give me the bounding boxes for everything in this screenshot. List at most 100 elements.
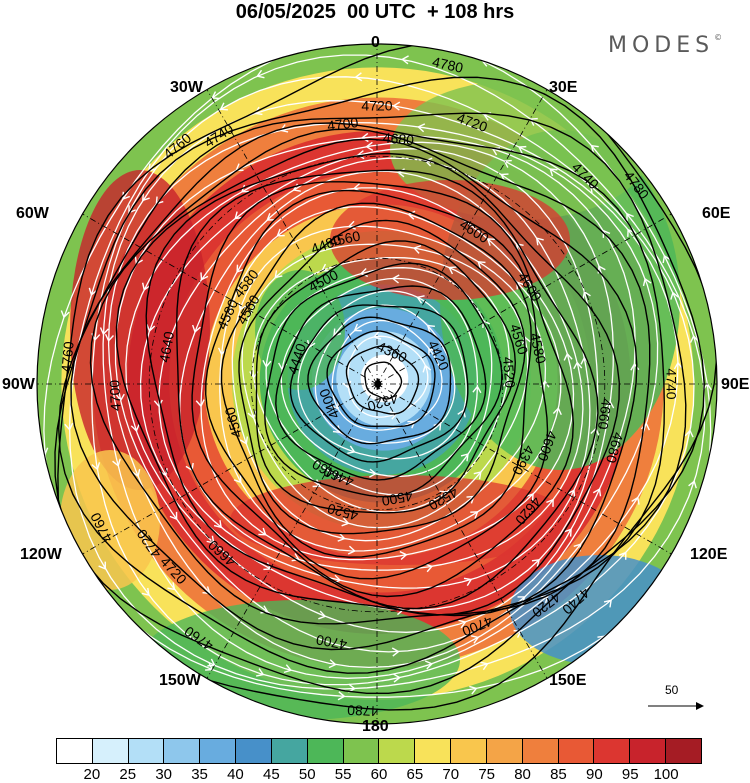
colorbar-cell-1: [92, 739, 129, 763]
streamline-arrow-icon: [392, 101, 401, 111]
streamline-arrow-icon: [372, 330, 382, 340]
streamline: [265, 267, 493, 496]
streamline-arrow-icon: [347, 445, 356, 455]
streamline: [252, 256, 510, 513]
streamline-arrow-icon: [91, 462, 101, 471]
streamline-arrow-icon: [99, 327, 109, 336]
colorbar-tick-label: 75: [478, 766, 495, 783]
streamline-arrow-icon: [531, 558, 541, 567]
lon-label-150w: 150W: [159, 672, 201, 689]
streamline-arrow-icon: [412, 244, 422, 254]
meridian-120: [376, 383, 672, 555]
contour-4420: [307, 316, 452, 445]
contour-4720: [70, 122, 666, 651]
streamline-arrow-icon: [115, 393, 125, 402]
streamline-arrow-icon: [146, 324, 156, 333]
streamline-arrow-icon: [424, 563, 434, 573]
lon-label-90e: 90E: [721, 376, 750, 393]
colorbar-tick-label: 25: [119, 766, 137, 783]
streamline-arrow-icon: [618, 551, 627, 560]
contour-4440: [289, 304, 469, 463]
streamline-arrow-icon: [369, 468, 377, 478]
colorbar-tick-label: 45: [262, 766, 280, 783]
colorbar-cell-4: [200, 739, 237, 763]
streamline-arrow-icon: [689, 334, 699, 343]
streamline-arrow-icon: [213, 520, 222, 529]
streamline-arrow-icon: [337, 532, 346, 542]
streamline-arrow-icon: [341, 517, 350, 527]
streamline-arrow-icon: [515, 243, 524, 252]
streamline-arrow-icon: [631, 496, 640, 505]
streamline-arrow-icon: [416, 295, 425, 304]
colorbar-cell-0: [57, 739, 93, 763]
streamline: [219, 205, 562, 552]
streamline-arrow-icon: [200, 272, 209, 281]
streamline: [125, 141, 614, 633]
contour-4500: [264, 262, 503, 498]
streamline-arrow-icon: [141, 282, 151, 291]
vector-reference-label: 50: [665, 683, 679, 697]
contour-label: 4640: [156, 330, 177, 364]
streamline-arrow-icon: [426, 324, 435, 333]
lon-label-0: 0: [371, 34, 380, 51]
streamline-arrow-icon: [64, 422, 74, 431]
streamline-arrow-icon: [428, 347, 436, 356]
contour-label: 4760: [58, 340, 77, 373]
streamline-arrow-icon: [262, 359, 272, 368]
contour-label: 4700: [326, 114, 359, 134]
contour-label: 4700: [106, 379, 123, 411]
lon-label-120e: 120E: [690, 546, 728, 563]
colorbar-cell-9: [379, 739, 416, 763]
map-border: [36, 43, 718, 725]
streamline: [114, 135, 636, 653]
streamline-arrow-icon: [331, 401, 339, 410]
contour-4620: [191, 181, 575, 598]
streamline-arrow-icon: [347, 545, 356, 555]
streamline: [179, 170, 584, 571]
colorbar-tick-label: 65: [406, 766, 424, 783]
streamline-arrow-icon: [233, 475, 242, 484]
streamline-arrow-icon: [260, 605, 269, 614]
colorbar-tick-label: 90: [585, 766, 603, 783]
streamline-arrow-icon: [470, 511, 479, 519]
colorbar-cell-13: [522, 739, 559, 763]
streamline-arrow-icon: [234, 211, 243, 220]
contour-4400: [326, 330, 436, 428]
colorbar-tick-label: 100: [653, 766, 679, 783]
wind-speed-band-11: [360, 354, 409, 403]
green-patch-south: [140, 600, 460, 720]
colorbar-cell-2: [128, 739, 165, 763]
contour-4560: [238, 219, 526, 535]
streamline-arrow-icon: [503, 159, 512, 168]
streamline-arrow-icon: [684, 429, 694, 438]
colorbar-cell-6: [271, 739, 308, 763]
streamline-arrow-icon: [516, 281, 525, 290]
streamline-arrow-icon: [391, 647, 400, 657]
streamline-arrow-icon: [332, 471, 341, 480]
colorbar-tick-label: 40: [227, 766, 244, 783]
streamline-arrow-icon: [130, 423, 140, 433]
colorbar-cell-15: [594, 739, 631, 763]
contour-label: 4700: [315, 632, 349, 653]
lon-label-150e: 150E: [549, 672, 587, 689]
streamline-arrow-icon: [513, 629, 522, 638]
colorbar-ticks: 20 25 30 35 40 45 50 55 60 65 70 75 80 85 90 95 100: [56, 766, 702, 783]
streamline-arrow-icon: [407, 210, 416, 220]
streamline-arrow-icon: [98, 561, 107, 570]
streamline-arrow-icon: [354, 72, 363, 82]
streamline-arrow-icon: [206, 535, 215, 544]
contour-4700: [89, 128, 651, 625]
colorbar-tick-label: 60: [370, 766, 388, 783]
streamline-arrow-icon: [480, 661, 489, 671]
streamline-arrow-icon: [169, 511, 178, 521]
contour-4460: [275, 285, 487, 481]
streamline-arrow-icon: [266, 213, 275, 221]
streamline-arrow-icon: [670, 291, 679, 300]
streamline-arrow-icon: [360, 132, 369, 143]
colorbar-cell-8: [343, 739, 380, 763]
streamline: [107, 121, 659, 669]
streamline-arrow-icon: [401, 55, 409, 65]
streamline-arrow-icon: [391, 274, 400, 284]
streamline: [139, 148, 599, 611]
